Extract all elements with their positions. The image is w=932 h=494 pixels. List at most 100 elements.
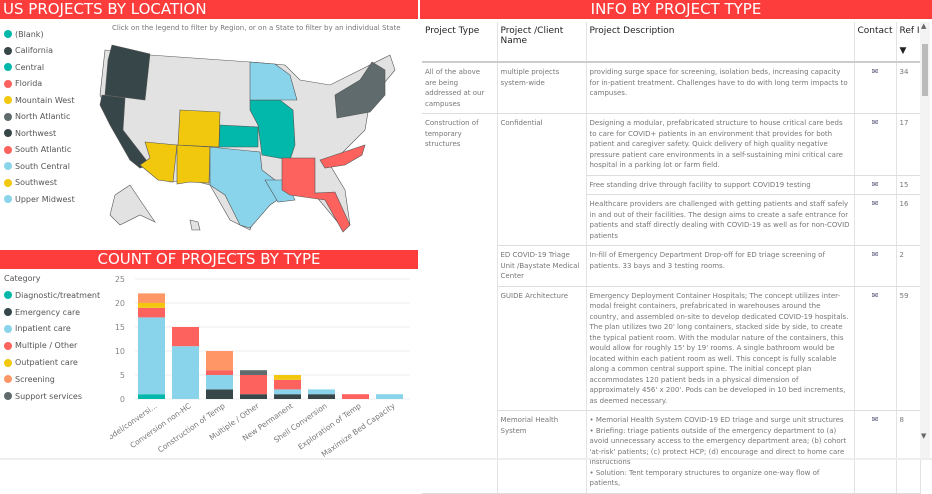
mail-icon[interactable]: ✉ <box>871 118 879 127</box>
legend-item[interactable]: Emergency care <box>4 304 100 321</box>
legend-item[interactable]: Support services <box>4 388 100 405</box>
region-upper-midwest[interactable] <box>249 61 298 101</box>
legend-dot-icon <box>4 392 12 401</box>
mail-icon[interactable]: ✉ <box>871 67 879 76</box>
description-cell: Designing a modular, prefabricated struc… <box>586 113 855 176</box>
legend-item[interactable]: North Atlantic <box>4 109 75 126</box>
legend-item[interactable]: Inpatient care <box>4 321 100 338</box>
legend-item[interactable]: Florida <box>4 76 75 93</box>
bar-segment[interactable] <box>206 375 233 390</box>
region-northwest[interactable] <box>104 44 151 101</box>
column-header[interactable]: Contact <box>854 22 897 63</box>
legend-item[interactable]: Central <box>4 59 75 76</box>
bar-segment[interactable] <box>138 293 165 303</box>
column-header[interactable]: Ref ID ▼ <box>896 22 921 63</box>
region-south-central[interactable] <box>209 146 286 229</box>
scroll-down-icon[interactable]: ▼ <box>921 432 927 440</box>
legend-item[interactable]: Multiple / Other <box>4 337 100 354</box>
legend-item[interactable]: Screening <box>4 371 100 388</box>
legend-dot-icon <box>4 324 12 333</box>
header-label: Project Description <box>589 26 675 36</box>
client-cell: Confidential <box>497 113 587 246</box>
table-scrollbar[interactable]: ▲ ▼ <box>920 22 930 458</box>
region-south-atlantic[interactable] <box>319 144 366 169</box>
column-header[interactable]: Project Description <box>586 22 855 63</box>
bar-segment[interactable] <box>274 394 301 399</box>
legend-item[interactable]: California <box>4 43 75 60</box>
description-cell: In-fill of Emergency Department Drop-off… <box>586 245 855 287</box>
region-central-ks[interactable] <box>218 124 259 148</box>
legend-item[interactable]: Upper Midwest <box>4 191 75 208</box>
bar-segment[interactable] <box>240 394 267 399</box>
bar-segment[interactable] <box>172 327 199 347</box>
table-row: All of the above are being addressed at … <box>422 62 921 114</box>
legend-label: South Atlantic <box>15 145 72 155</box>
bar-segment[interactable] <box>138 307 165 318</box>
legend-item[interactable]: Mountain West <box>4 92 75 109</box>
legend-dot-icon <box>4 308 12 317</box>
bar-segment[interactable] <box>138 317 165 395</box>
legend-item[interactable]: Diagnostic/treatment <box>4 287 100 304</box>
mail-icon[interactable]: ✉ <box>871 415 879 424</box>
column-header[interactable]: Project /Client Name <box>497 22 587 63</box>
contact-cell[interactable]: ✉ <box>854 62 897 114</box>
legend-label: Inpatient care <box>15 324 71 334</box>
bar-segment[interactable] <box>172 346 199 399</box>
scroll-thumb[interactable] <box>922 44 928 96</box>
table-title: INFO BY PROJECT TYPE <box>420 0 932 19</box>
legend-dot-icon <box>4 79 12 88</box>
contact-cell[interactable]: ✉ <box>854 286 897 411</box>
project-table: Project Type Project /Client Name Project … <box>422 22 921 494</box>
contact-cell[interactable]: ✉ <box>854 113 897 176</box>
column-header[interactable]: Project Type <box>422 22 498 63</box>
contact-cell[interactable]: ✉ <box>854 175 897 195</box>
contact-cell[interactable]: ✉ <box>854 194 897 246</box>
legend-label: Outpatient care <box>15 358 78 368</box>
bar-segment[interactable] <box>274 375 301 380</box>
description-cell: Healthcare providers are challenged with… <box>586 194 855 246</box>
contact-cell[interactable]: ✉ <box>854 245 897 287</box>
bar-segment[interactable] <box>274 389 301 395</box>
mail-icon[interactable]: ✉ <box>871 199 879 208</box>
bar-segment[interactable] <box>308 389 335 395</box>
state-hawaii[interactable] <box>189 219 201 231</box>
region-florida[interactable] <box>281 157 351 233</box>
map-legend: (Blank) California Central Florida Mountain … <box>4 26 75 208</box>
region-mountain-west[interactable] <box>177 109 221 148</box>
bar-segment[interactable] <box>206 370 233 375</box>
table-row: Free standing drive through facility to … <box>422 175 921 195</box>
legend-label: Florida <box>15 79 43 89</box>
bar-segment[interactable] <box>274 379 301 390</box>
bar-segment[interactable] <box>376 394 403 399</box>
stacked-bar-chart: 0510152025Remodel/conversi...Conversion … <box>110 275 410 459</box>
legend-item[interactable]: Southwest <box>4 175 75 192</box>
scroll-up-icon[interactable]: ▲ <box>921 22 927 30</box>
mail-icon[interactable]: ✉ <box>871 250 879 259</box>
region-california[interactable] <box>99 94 151 169</box>
bar-segment[interactable] <box>308 394 335 399</box>
ref-id-cell: 2 <box>896 245 921 287</box>
bar-segment[interactable] <box>240 375 267 395</box>
legend-item[interactable]: South Atlantic <box>4 142 75 159</box>
us-map[interactable] <box>0 0 420 250</box>
y-tick-label: 10 <box>115 347 125 356</box>
legend-item[interactable]: Outpatient care <box>4 354 100 371</box>
bar-segment[interactable] <box>240 370 267 375</box>
bar-segment[interactable] <box>342 394 369 399</box>
bar-segment[interactable] <box>206 351 233 371</box>
mail-icon[interactable]: ✉ <box>871 290 879 300</box>
legend-item[interactable]: (Blank) <box>4 26 75 43</box>
state-alaska[interactable] <box>109 184 156 226</box>
region-north-atlantic[interactable] <box>334 61 386 119</box>
contact-cell[interactable]: ✉ <box>854 410 897 494</box>
mail-icon[interactable]: ✉ <box>871 179 879 189</box>
bar-segment[interactable] <box>206 389 233 399</box>
region-southwest-nm[interactable] <box>176 144 211 185</box>
legend-item[interactable]: South Central <box>4 158 75 175</box>
bar-segment[interactable] <box>138 303 165 308</box>
sort-desc-icon[interactable]: ▼ <box>899 46 907 56</box>
legend-label: North Atlantic <box>15 112 71 122</box>
bar-segment[interactable] <box>138 394 165 399</box>
description-cell: Emergency Deployment Container Hospitals… <box>586 286 855 411</box>
legend-item[interactable]: Northwest <box>4 125 75 142</box>
